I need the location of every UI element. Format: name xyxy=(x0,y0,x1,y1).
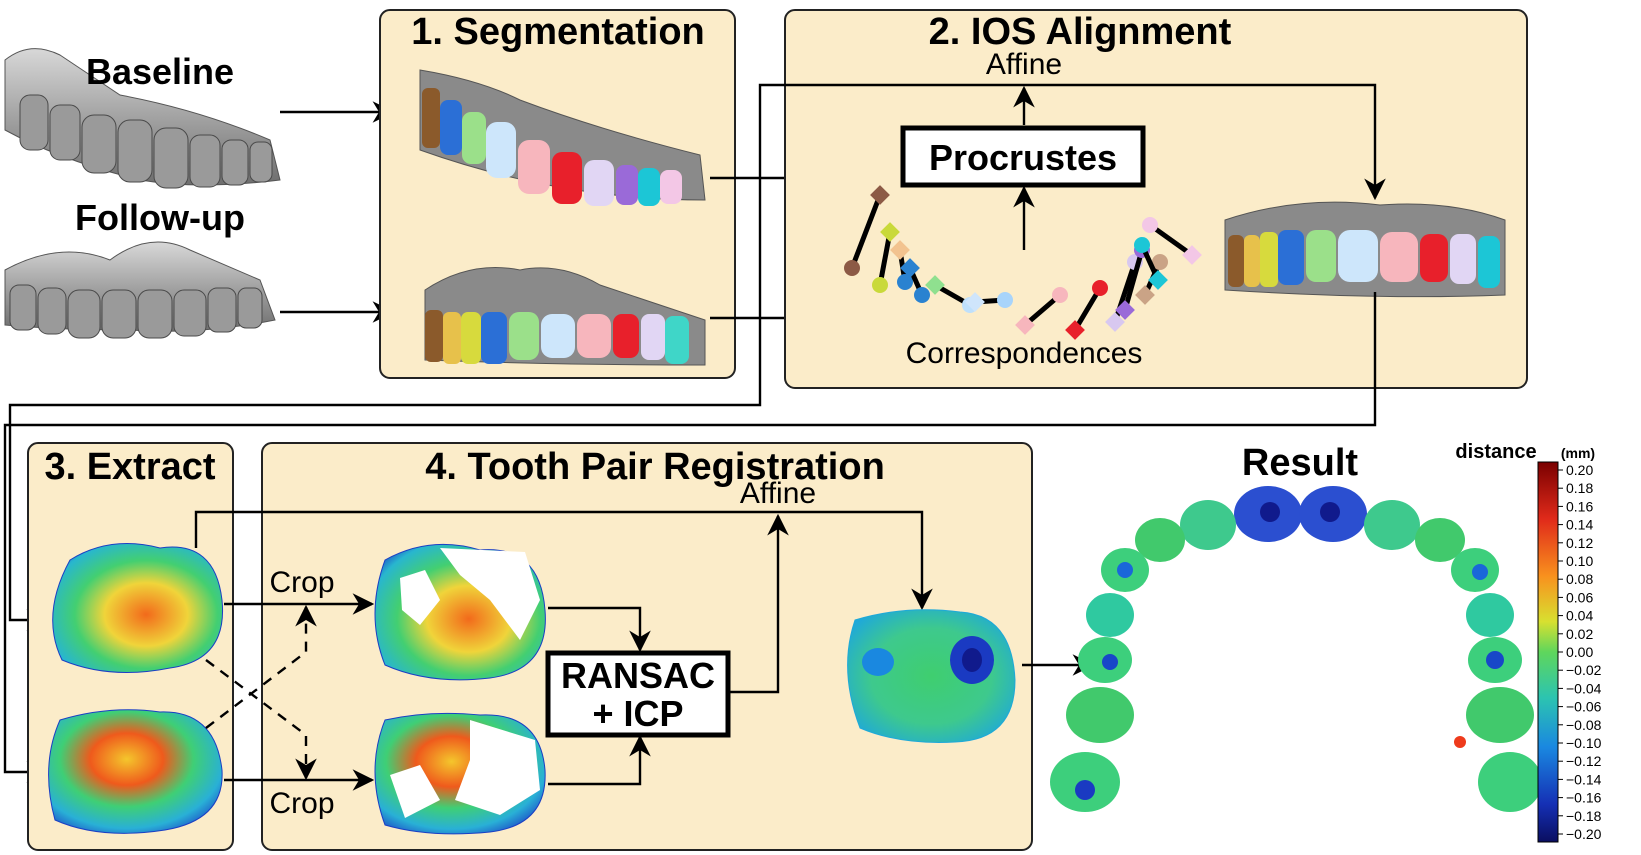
arrow-aligned-to-extract xyxy=(3,292,1377,783)
arrow-bottom-to-ransac xyxy=(548,734,651,786)
result-title: Result xyxy=(1242,442,1358,484)
alignment-affine-label: Affine xyxy=(986,48,1062,81)
colorbar-unit: (mm) xyxy=(1561,445,1595,461)
arrow-top-to-ransac xyxy=(548,606,651,653)
alignment-title: 2. IOS Alignment xyxy=(929,11,1232,53)
colorbar-tick-label: −0.08 xyxy=(1566,717,1602,733)
colorbar-tick-label: 0.06 xyxy=(1566,589,1593,605)
colorbar-tick-label: −0.06 xyxy=(1566,699,1602,715)
procrustes-box xyxy=(900,125,1146,188)
colorbar-tick-label: 0.08 xyxy=(1566,571,1593,587)
extract-tooth-followup xyxy=(48,709,223,834)
colorbar-tick-label: −0.16 xyxy=(1566,790,1602,806)
baseline-scan xyxy=(4,48,281,189)
colorbar-tick-label: −0.12 xyxy=(1566,753,1602,769)
cropped-tooth-top xyxy=(374,543,546,681)
cropped-tooth-bottom xyxy=(374,712,546,835)
ransac-icp-box xyxy=(545,650,731,738)
colorbar-tick-label: 0.10 xyxy=(1566,553,1593,569)
colorbar-tick-label: −0.04 xyxy=(1566,680,1602,696)
baseline-label: Baseline xyxy=(86,51,234,92)
arrow-ransac-to-affine xyxy=(730,513,789,694)
colorbar-tick-label: 0.00 xyxy=(1566,644,1593,660)
colorbar-tick-label: 0.18 xyxy=(1566,480,1593,496)
colorbar-tick-label: −0.14 xyxy=(1566,771,1602,787)
registered-tooth xyxy=(847,609,1016,743)
result-arch xyxy=(1050,486,1542,812)
segmentation-title: 1. Segmentation xyxy=(411,11,705,53)
dashed-followup-to-top-crop xyxy=(205,604,317,729)
colorbar-tick-label: −0.10 xyxy=(1566,735,1602,751)
aligned-scan xyxy=(1224,201,1506,298)
colorbar-title: distance xyxy=(1455,441,1536,463)
extract-tooth-baseline xyxy=(52,543,224,673)
arrow-followup-to-extract xyxy=(8,318,762,631)
colorbar-tick-label: 0.04 xyxy=(1566,608,1593,624)
colorbar-tick-label: 0.16 xyxy=(1566,498,1593,514)
segmented-baseline xyxy=(419,69,706,206)
colorbar-gradient xyxy=(1537,461,1559,843)
correspondences-label: Correspondences xyxy=(906,337,1143,370)
colorbar-tick-label: 0.20 xyxy=(1566,462,1593,478)
followup-scan xyxy=(4,241,276,339)
colorbar-tick-label: 0.02 xyxy=(1566,626,1593,642)
procrustes-label: Procrustes xyxy=(929,137,1117,178)
alignment-panel xyxy=(784,9,1528,389)
ransac-label: RANSAC xyxy=(561,655,715,696)
followup-label: Follow-up xyxy=(75,197,245,238)
colorbar-tick-label: 0.14 xyxy=(1566,517,1593,533)
segmented-followup xyxy=(424,267,706,366)
colorbar-tick-label: −0.20 xyxy=(1566,826,1602,842)
arrow-followup-to-aligned xyxy=(758,83,1386,318)
dashed-baseline-to-bottom-crop xyxy=(205,659,317,781)
colorbar-tick-label: 0.12 xyxy=(1566,535,1593,551)
arrow-extract-to-result-tooth xyxy=(194,510,933,611)
extract-title: 3. Extract xyxy=(44,446,215,488)
registration-affine-label: Affine xyxy=(740,477,816,510)
crop-top-label: Crop xyxy=(269,566,334,599)
colorbar-tick-label: −0.18 xyxy=(1566,808,1602,824)
icp-label: + ICP xyxy=(592,693,683,734)
correspondence-points xyxy=(844,185,1202,340)
crop-bottom-label: Crop xyxy=(269,787,334,820)
colorbar-tick-label: −0.02 xyxy=(1566,662,1602,678)
colorbar-ticks: 0.20 0.18 0.16 0.14 0.12 0.10 0.08 0.06 0.04 0.02… xyxy=(1558,462,1602,842)
registration-title: 4. Tooth Pair Registration xyxy=(425,446,885,488)
